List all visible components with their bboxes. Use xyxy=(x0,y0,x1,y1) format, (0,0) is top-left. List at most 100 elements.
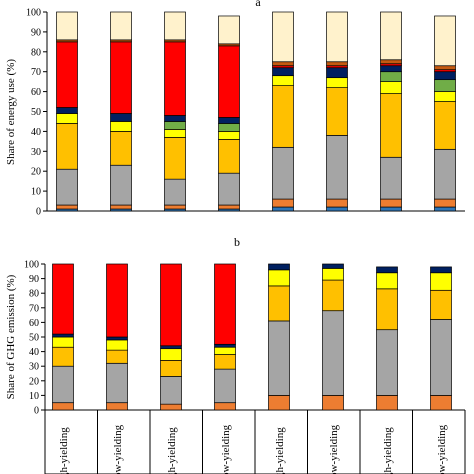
bar-segment xyxy=(52,346,74,367)
bar-segment xyxy=(160,376,182,405)
bar-stack-3 xyxy=(160,263,182,411)
bar-segment xyxy=(110,113,132,122)
y-tick-label: 80 xyxy=(31,47,41,58)
y-tick-label: 30 xyxy=(29,362,39,373)
bar-segment xyxy=(430,289,452,320)
panel-a-label: a xyxy=(255,0,261,9)
bar-segment xyxy=(322,279,344,312)
y-tick-label: 40 xyxy=(31,127,41,138)
bar-segment xyxy=(380,81,402,94)
bar-segment xyxy=(160,360,182,377)
bar-segment xyxy=(160,345,182,350)
x-category-label: ow-yielding xyxy=(220,424,232,474)
bar-segment xyxy=(164,11,186,41)
x-category-label: ow-yielding xyxy=(112,424,124,474)
bar-segment xyxy=(376,329,398,396)
bar-segment xyxy=(218,15,240,45)
bar-stack-1 xyxy=(56,11,78,212)
bar-segment xyxy=(272,75,294,86)
bar-segment xyxy=(434,79,456,92)
bar-segment xyxy=(56,204,78,210)
bar-segment xyxy=(268,320,290,396)
bar-segment xyxy=(106,339,128,351)
bar-stack-8 xyxy=(434,15,456,212)
bar-segment xyxy=(106,402,128,411)
bar-segment xyxy=(214,402,236,411)
bar-segment xyxy=(380,206,402,212)
bar-segment xyxy=(430,319,452,396)
bar-segment xyxy=(56,168,78,206)
bar-segment xyxy=(164,204,186,210)
bar-stack-4 xyxy=(218,15,240,212)
bar-segment xyxy=(214,368,236,404)
bar-stack-7 xyxy=(376,266,398,411)
bar-segment xyxy=(218,172,240,206)
bar-segment xyxy=(272,85,294,148)
bar-segment xyxy=(434,15,456,67)
bar-segment xyxy=(268,269,290,287)
bar-segment xyxy=(380,156,402,200)
bar-segment xyxy=(380,11,402,61)
bar-stack-5 xyxy=(272,11,294,212)
panel-a-y-axis-label: Share of energy use (%) xyxy=(5,59,17,165)
bar-segment xyxy=(376,272,398,290)
bar-segment xyxy=(218,45,240,118)
bar-segment xyxy=(326,61,348,67)
bar-segment xyxy=(160,263,182,347)
y-tick-label: 0 xyxy=(34,406,39,417)
bar-segment xyxy=(268,395,290,411)
bar-segment xyxy=(430,272,452,291)
bar-segment xyxy=(106,263,128,338)
bar-stack-8 xyxy=(430,266,452,411)
bar-segment xyxy=(160,348,182,361)
y-tick-label: 100 xyxy=(24,260,39,271)
bar-segment xyxy=(56,123,78,170)
bar-segment xyxy=(272,198,294,208)
bar-segment xyxy=(164,41,186,116)
bar-segment xyxy=(214,354,236,370)
bar-stack-3 xyxy=(164,11,186,212)
bar-segment xyxy=(106,349,128,364)
y-tick-label: 70 xyxy=(31,67,41,78)
bar-segment xyxy=(268,285,290,322)
bar-segment xyxy=(110,164,132,206)
bar-segment xyxy=(322,310,344,396)
bar-segment xyxy=(52,365,74,404)
bar-stack-6 xyxy=(326,11,348,212)
bar-segment xyxy=(106,336,128,341)
x-category-label: gh-yielding xyxy=(382,427,394,474)
bar-segment xyxy=(214,343,236,348)
bar-segment xyxy=(110,11,132,41)
y-tick-label: 90 xyxy=(31,27,41,38)
y-tick-label: 80 xyxy=(29,289,39,300)
bar-segment xyxy=(326,77,348,88)
bar-segment xyxy=(272,11,294,63)
bar-segment xyxy=(376,288,398,331)
bar-segment xyxy=(434,71,456,81)
bar-stack-7 xyxy=(380,11,402,212)
bar-segment xyxy=(326,135,348,200)
y-tick-label: 0 xyxy=(36,207,41,218)
y-tick-label: 90 xyxy=(29,274,39,285)
bar-segment xyxy=(434,198,456,208)
bar-segment xyxy=(272,67,294,77)
bar-segment xyxy=(326,87,348,136)
y-tick-label: 60 xyxy=(31,87,41,98)
bar-segment xyxy=(218,117,240,124)
bar-segment xyxy=(326,198,348,208)
y-tick-label: 10 xyxy=(29,391,39,402)
bar-segment xyxy=(218,204,240,210)
panel-a-chart: a Share of energy use (%) 0 10 20 30 40 50 60 7… xyxy=(5,0,465,218)
bar-segment xyxy=(110,41,132,114)
x-category-label: gh-yielding xyxy=(58,427,70,474)
bar-segment xyxy=(218,139,240,174)
bar-segment xyxy=(164,129,186,138)
bar-segment xyxy=(52,263,74,335)
panel-b-chart: b Share of GHG emission (%) 0 10 20 30 40 50 6… xyxy=(5,235,466,474)
bar-segment xyxy=(434,206,456,212)
y-tick-label: 20 xyxy=(29,376,39,387)
bar-stack-5 xyxy=(268,263,290,411)
bar-segment xyxy=(214,263,236,345)
panel-b-y-axis-label: Share of GHG emission (%) xyxy=(5,274,17,399)
